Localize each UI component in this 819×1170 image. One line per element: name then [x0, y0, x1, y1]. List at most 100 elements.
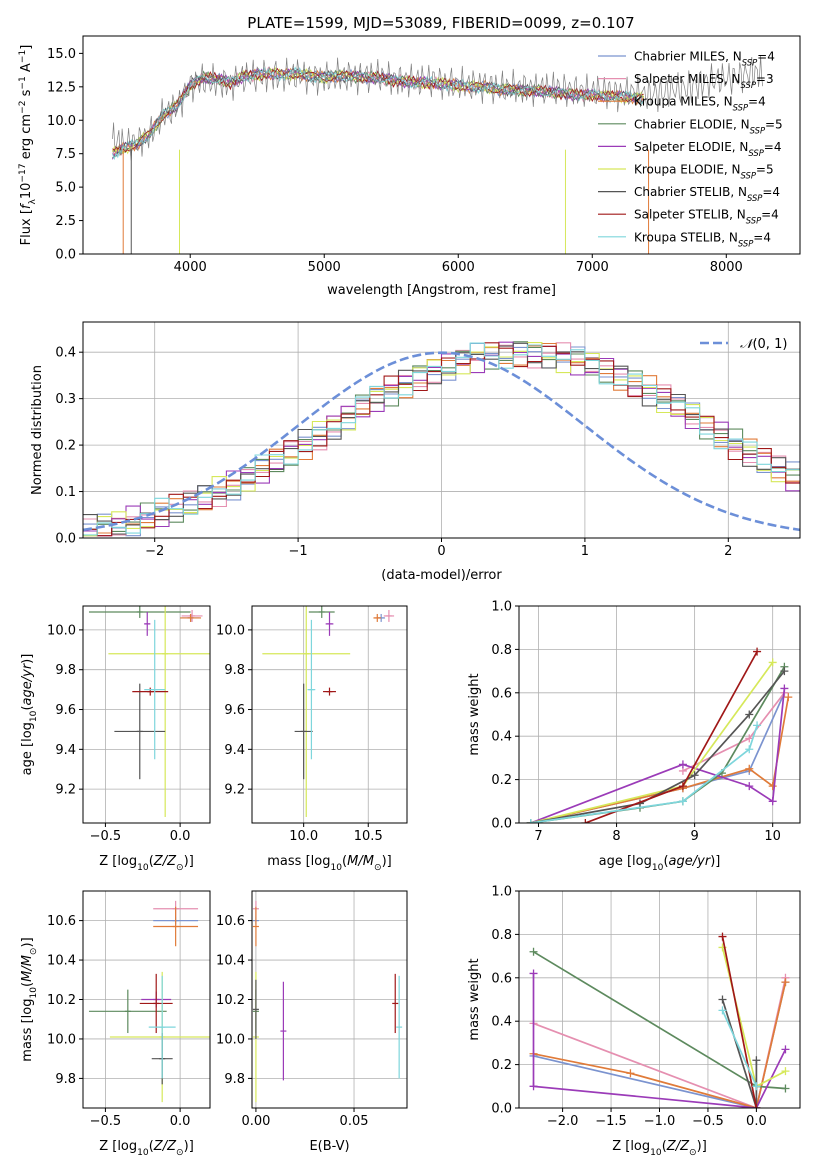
errorbar-point — [396, 975, 403, 1079]
errorbar-point — [392, 973, 399, 1034]
weight-marker — [781, 978, 790, 987]
plot-area — [529, 932, 790, 1108]
y-tick-label: 10.4 — [47, 954, 76, 969]
x-tick-label: 0.0 — [746, 1114, 767, 1129]
y-tick-label: 0.0 — [491, 817, 512, 832]
weight-marker — [752, 1104, 761, 1108]
errorbar-point — [307, 619, 316, 760]
x-tick-label: 0.0 — [170, 829, 191, 844]
x-axis-label: Z [log10(Z/Z⊙)] — [99, 854, 194, 873]
figure-title: PLATE=1599, MJD=53089, FIBERID=0099, z=0… — [247, 14, 634, 32]
y-tick-label: 0.8 — [491, 643, 512, 658]
x-tick-label: 7 — [534, 829, 542, 844]
y-tick-label: 10.2 — [47, 993, 76, 1008]
y-tick-label: 9.8 — [224, 1072, 245, 1087]
weight-marker — [529, 947, 538, 956]
panel-age-vs-Z: Z [log10(Z/Z⊙)] age [log10(age/yr)] −0.5 0.… — [20, 605, 211, 873]
weight-marker — [745, 764, 754, 773]
y-tick-label: 7.5 — [55, 147, 76, 162]
plot-area — [88, 606, 210, 818]
y-tick-label: 0.6 — [491, 971, 512, 986]
panel-age-vs-mass: mass [log10(M/M⊙)] 10.0 10.5 9.2 9.4 9.6 9.8 10… — [216, 605, 408, 873]
y-tick-label: 0.2 — [491, 1058, 512, 1073]
y-tick-label: 0.2 — [491, 773, 512, 788]
plot-area — [252, 900, 403, 1103]
y-tick-label: 2.5 — [55, 214, 76, 229]
x-tick-label: 4000 — [174, 260, 207, 275]
plot-area — [83, 341, 800, 537]
y-tick-label: 9.6 — [55, 703, 76, 718]
errorbar-point — [325, 611, 334, 636]
weight-line — [533, 981, 787, 1108]
plot-frame — [82, 605, 211, 824]
errorbar-point — [323, 687, 336, 696]
legend-label: Kroupa MILES, NSSP=4 — [634, 95, 766, 113]
x-tick-label: 0 — [437, 544, 445, 559]
weight-marker — [526, 819, 535, 823]
x-tick-label: 0.05 — [340, 1114, 369, 1129]
x-tick-label: 0.0 — [170, 1114, 191, 1129]
weight-marker — [690, 771, 699, 780]
errorbar-point — [139, 973, 173, 1034]
x-tick-label: 0.00 — [241, 1114, 270, 1129]
errorbar-point — [88, 606, 191, 618]
y-tick-label: 0.1 — [55, 485, 76, 500]
weight-marker — [781, 1084, 790, 1093]
x-tick-label: 5000 — [308, 260, 341, 275]
y-tick-label: 5.0 — [55, 181, 76, 196]
weight-marker — [718, 932, 727, 941]
y-tick-label: 9.2 — [55, 783, 76, 798]
x-tick-label: −1.5 — [595, 1114, 627, 1129]
legend-label: 𝒩(0, 1) — [740, 337, 787, 352]
legend-label: Salpeter MILES, NSSP=3 — [634, 72, 774, 90]
x-tick-label: −1 — [289, 544, 308, 559]
weight-marker — [745, 710, 754, 719]
weight-marker — [718, 995, 727, 1004]
hist-chabrier-stelib — [83, 342, 800, 535]
y-tick-label: 10.0 — [216, 623, 245, 638]
x-tick-label: −2 — [145, 544, 164, 559]
y-tick-label: 10.4 — [216, 954, 245, 969]
weight-marker — [781, 1067, 790, 1076]
y-tick-label: 9.2 — [224, 783, 245, 798]
plot-frame — [518, 605, 801, 824]
spectrum-data — [112, 55, 764, 161]
legend-label: Salpeter STELIB, NSSP=4 — [634, 208, 779, 226]
errorbar-point — [114, 683, 166, 780]
plot-area — [112, 55, 764, 254]
y-tick-label: 10.0 — [47, 114, 76, 129]
x-tick-label: 10 — [764, 829, 781, 844]
panel-mass-weight-vs-age: age [log10(age/yr)] mass weight 7 8 9 10 0.0 0.… — [467, 600, 801, 873]
weight-marker — [784, 693, 793, 702]
errorbar-point — [144, 619, 166, 760]
grid-lines — [83, 606, 210, 823]
y-tick-label: 0.0 — [491, 1102, 512, 1117]
y-tick-label: 0.0 — [55, 248, 76, 263]
x-tick-label: −0.5 — [90, 1114, 122, 1129]
legend: Chabrier MILES, NSSP=4 Salpeter MILES, NS… — [598, 50, 783, 248]
weight-marker — [781, 1045, 790, 1054]
hist-salpeter-stelib — [83, 342, 800, 537]
y-tick-label: 10.0 — [47, 623, 76, 638]
x-tick-label: 8000 — [710, 260, 743, 275]
x-tick-label: 6000 — [442, 260, 475, 275]
x-axis-label: wavelength [Angstrom, rest frame] — [327, 283, 556, 298]
x-axis-label: Z [log10(Z/Z⊙)] — [99, 1139, 194, 1158]
weight-marker — [768, 782, 777, 791]
y-tick-label: 1.0 — [491, 600, 512, 615]
y-axis-label: Normed distribution — [30, 365, 45, 495]
y-tick-label: 0.2 — [55, 439, 76, 454]
y-tick-label: 0.4 — [55, 346, 76, 361]
x-tick-label: −1.0 — [644, 1114, 676, 1129]
weight-marker — [752, 1082, 761, 1091]
y-axis-label: mass [log10(M/M⊙)] — [20, 937, 39, 1061]
weight-marker — [780, 684, 789, 693]
y-tick-label: 10.0 — [47, 1032, 76, 1047]
legend: 𝒩(0, 1) — [700, 337, 787, 352]
x-tick-label: 9 — [690, 829, 698, 844]
errorbar-point — [280, 981, 287, 1081]
errorbar-point — [308, 606, 335, 618]
errorbar-point — [262, 606, 351, 818]
